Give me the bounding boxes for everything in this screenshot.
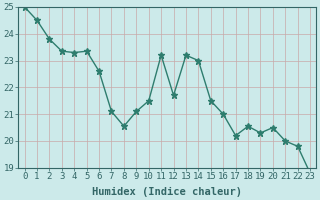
- X-axis label: Humidex (Indice chaleur): Humidex (Indice chaleur): [92, 186, 242, 197]
